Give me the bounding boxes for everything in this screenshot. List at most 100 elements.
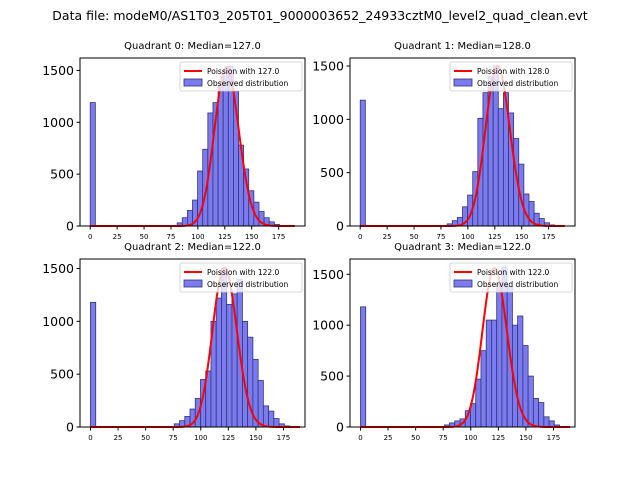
histogram-bar xyxy=(257,380,264,428)
histogram-bar xyxy=(215,297,222,428)
legend-box xyxy=(179,262,303,293)
axes-frame xyxy=(79,258,306,428)
x-tick-label: 125 xyxy=(218,233,231,241)
x-tick-label: 50 xyxy=(141,434,150,442)
y-tick-label: 500 xyxy=(50,367,74,382)
x-tick-label: 50 xyxy=(411,434,420,442)
histogram-bar xyxy=(90,301,97,428)
legend-bar-swatch xyxy=(453,78,473,87)
legend-label-observed: Observed distribution xyxy=(477,280,558,289)
y-tick-label: 1000 xyxy=(42,115,74,130)
legend-box xyxy=(179,61,303,92)
axes-frame xyxy=(79,57,306,227)
x-tick-label: 125 xyxy=(222,434,235,442)
histogram-bar xyxy=(273,418,280,428)
legend: Poission with 127.0 Observed distribution xyxy=(179,61,303,92)
x-tick-label: 175 xyxy=(547,434,560,442)
subplot-quadrant-2: Quadrant 2: Median=122.0 0 25 50 75 100 125 150… xyxy=(42,242,306,442)
x-tick-label: 25 xyxy=(384,434,393,442)
legend-label-observed: Observed distribution xyxy=(477,79,558,88)
x-tick-label: 150 xyxy=(245,233,258,241)
histogram-bar xyxy=(538,402,545,428)
subplot-quadrant-0: Quadrant 0: Median=127.0 0 25 50 75 100 125 150… xyxy=(42,41,306,241)
x-tick-label: 75 xyxy=(167,233,176,241)
legend-bar-swatch xyxy=(453,279,473,288)
histogram-bar xyxy=(497,108,504,227)
histogram-bar xyxy=(543,416,550,428)
x-tick-label: 75 xyxy=(169,434,178,442)
histogram-bar xyxy=(262,405,270,428)
x-tick-label: 50 xyxy=(140,233,149,241)
legend-label-observed: Observed distribution xyxy=(207,79,288,88)
legend: Poission with 128.0 Observed distribution xyxy=(449,61,573,92)
x-tick-label: 100 xyxy=(191,233,204,241)
histogram-bar xyxy=(268,410,275,428)
x-tick-label: 50 xyxy=(410,233,419,241)
histogram-bar xyxy=(527,375,534,428)
histogram-bar xyxy=(480,350,487,428)
histogram-bar xyxy=(491,319,498,428)
y-tick-label: 1500 xyxy=(312,59,344,74)
y-tick-label: 1500 xyxy=(312,267,344,282)
subplot-quadrant-3: Quadrant 3: Median=122.0 0 25 50 75 100 125 150… xyxy=(312,242,576,442)
legend: Poission with 122.0 Observed distribution xyxy=(449,262,573,293)
subplot-title: Quadrant 1: Median=128.0 xyxy=(394,41,531,52)
y-tick-label: 0 xyxy=(66,219,74,234)
legend-label-poisson: Poission with 127.0 xyxy=(207,67,280,76)
x-tick-label: 75 xyxy=(437,233,446,241)
y-tick-label: 1500 xyxy=(42,63,74,78)
histogram-bar xyxy=(532,398,540,428)
histogram-bar xyxy=(217,83,224,227)
subplot-title: Quadrant 0: Median=127.0 xyxy=(124,41,261,52)
legend: Poission with 122.0 Observed distribution xyxy=(179,262,303,293)
histogram-bar xyxy=(475,378,482,428)
y-tick-label: 1000 xyxy=(312,318,344,333)
y-tick-label: 0 xyxy=(336,219,344,234)
histogram-bar xyxy=(222,70,229,227)
x-tick-label: 150 xyxy=(515,233,528,241)
x-tick-label: 100 xyxy=(194,434,207,442)
x-tick-label: 100 xyxy=(461,233,474,241)
histogram-bar xyxy=(360,306,367,428)
x-tick-label: 125 xyxy=(488,233,501,241)
x-tick-label: 25 xyxy=(383,233,392,241)
x-tick-label: 0 xyxy=(358,434,362,442)
x-tick-label: 175 xyxy=(277,434,290,442)
x-tick-label: 100 xyxy=(464,434,477,442)
legend-label-poisson: Poission with 122.0 xyxy=(207,268,280,277)
axes-frame xyxy=(349,57,576,227)
legend-bar-swatch xyxy=(183,78,203,87)
histogram-bar xyxy=(226,304,233,428)
histogram-bar xyxy=(496,284,503,428)
legend-box xyxy=(449,61,573,92)
x-tick-label: 75 xyxy=(439,434,448,442)
subplot-title: Quadrant 2: Median=122.0 xyxy=(124,242,261,253)
legend-label-observed: Observed distribution xyxy=(207,280,288,289)
histogram-bar xyxy=(485,319,492,428)
y-tick-label: 1000 xyxy=(42,314,74,329)
y-tick-label: 0 xyxy=(66,420,74,435)
subplot-quadrant-1: Quadrant 1: Median=128.0 0 25 50 75 100 125 150… xyxy=(312,41,576,241)
legend-box xyxy=(449,262,573,293)
x-tick-label: 150 xyxy=(519,434,532,442)
x-tick-label: 0 xyxy=(88,233,92,241)
x-tick-label: 0 xyxy=(88,434,92,442)
y-tick-label: 500 xyxy=(50,167,74,182)
x-tick-label: 25 xyxy=(114,434,123,442)
y-tick-label: 0 xyxy=(336,420,344,435)
x-tick-label: 0 xyxy=(358,233,362,241)
x-tick-label: 175 xyxy=(272,233,285,241)
legend-label-poisson: Poission with 122.0 xyxy=(477,268,550,277)
x-tick-label: 25 xyxy=(113,233,122,241)
x-tick-label: 175 xyxy=(542,233,555,241)
y-tick-label: 1000 xyxy=(312,112,344,127)
y-tick-label: 1500 xyxy=(42,261,74,276)
y-tick-label: 500 xyxy=(320,165,344,180)
legend-label-poisson: Poission with 128.0 xyxy=(477,67,550,76)
x-tick-label: 125 xyxy=(492,434,505,442)
histogram-bar xyxy=(89,102,96,227)
subplot-title: Quadrant 3: Median=122.0 xyxy=(394,242,531,253)
legend-bar-swatch xyxy=(183,279,203,288)
axes-frame xyxy=(349,258,576,428)
